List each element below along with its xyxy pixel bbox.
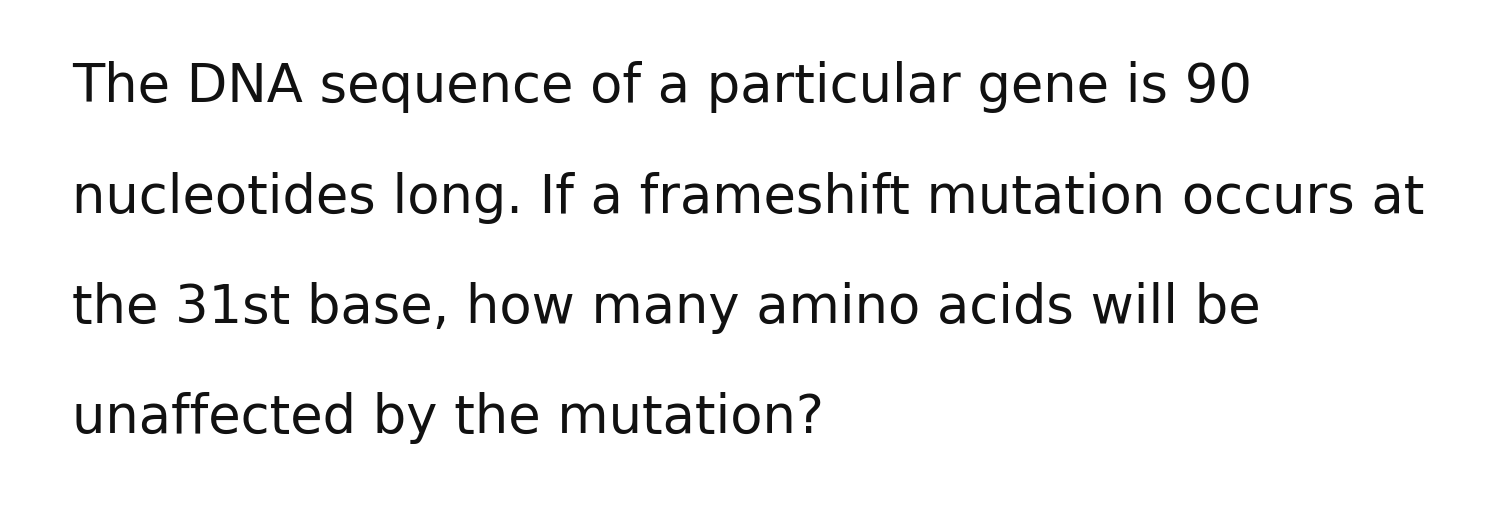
- Text: The DNA sequence of a particular gene is 90: The DNA sequence of a particular gene is…: [72, 61, 1252, 114]
- Text: unaffected by the mutation?: unaffected by the mutation?: [72, 392, 824, 444]
- Text: the 31st base, how many amino acids will be: the 31st base, how many amino acids will…: [72, 282, 1260, 334]
- Text: nucleotides long. If a frameshift mutation occurs at: nucleotides long. If a frameshift mutati…: [72, 172, 1425, 224]
